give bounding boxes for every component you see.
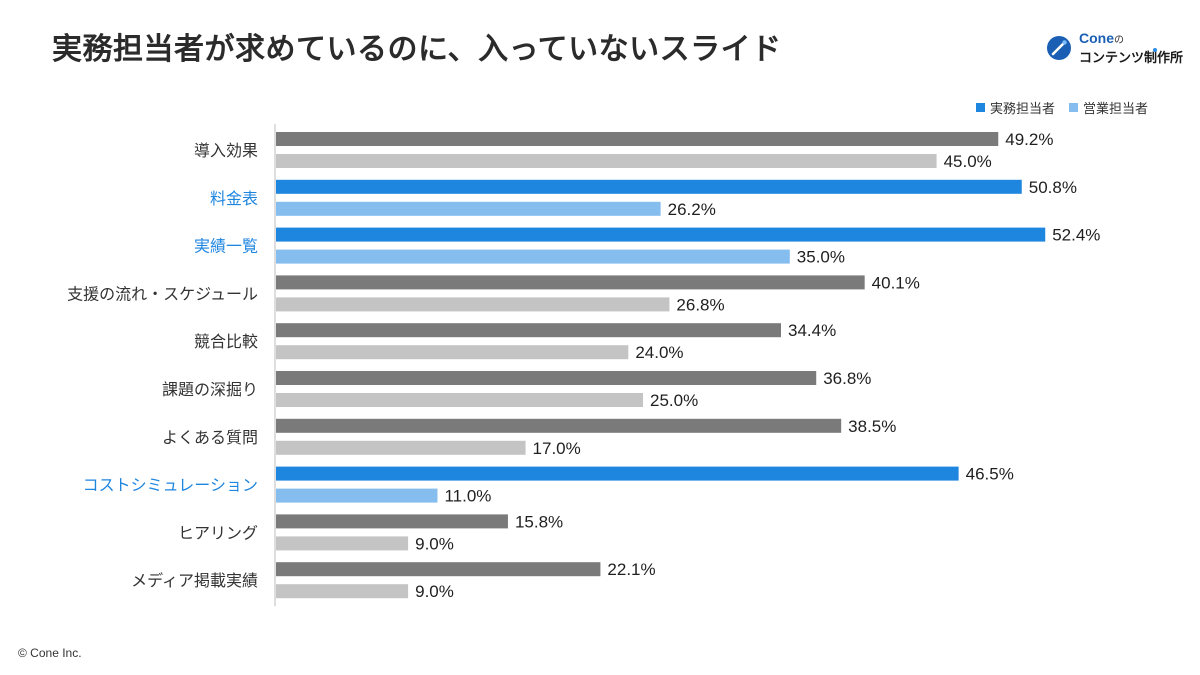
bar-sales <box>276 584 409 599</box>
value-label-sales: 11.0% <box>444 487 491 506</box>
category-label: 支援の流れ・スケジュール <box>67 284 258 303</box>
cone-logo-icon <box>1047 36 1071 60</box>
bar-sales <box>276 201 661 216</box>
bar-practitioner <box>276 275 865 290</box>
copyright-text: © Cone Inc. <box>18 646 82 660</box>
legend-item-practitioner: 実務担当者 <box>975 98 1055 117</box>
bar-sales <box>276 345 629 360</box>
value-label-practitioner: 15.8% <box>515 512 563 531</box>
bar-practitioner <box>276 514 508 529</box>
legend-swatch-sales <box>1068 103 1078 112</box>
category-label: よくある質問 <box>162 428 258 447</box>
bar-practitioner <box>276 562 601 577</box>
bar-practitioner <box>276 179 1022 194</box>
category-label: ヒアリング <box>178 523 258 542</box>
category-label: 導入効果 <box>194 141 258 160</box>
category-label: コストシミュレーション <box>83 476 258 495</box>
bar-sales <box>276 536 409 551</box>
value-label-sales: 26.8% <box>676 295 724 314</box>
bar-sales <box>276 488 438 503</box>
logo-brand-text: Coneの <box>1079 30 1124 46</box>
value-label-practitioner: 22.1% <box>607 560 655 579</box>
bar-sales <box>276 249 790 264</box>
bar-sales <box>276 440 526 455</box>
bar-sales <box>276 393 643 407</box>
value-label-practitioner: 46.5% <box>966 465 1014 484</box>
value-label-practitioner: 52.4% <box>1052 226 1100 245</box>
value-label-sales: 35.0% <box>797 248 845 267</box>
value-label-practitioner: 36.8% <box>823 369 871 388</box>
category-label: 料金表 <box>210 189 258 208</box>
page-title: 実務担当者が求めているのに、入っていないスライド <box>52 32 782 67</box>
legend-item-sales: 営業担当者 <box>1068 98 1148 117</box>
bar-sales <box>276 154 937 168</box>
logo-subtitle: コンテンツ制作所 <box>1079 51 1184 66</box>
value-label-sales: 25.0% <box>650 391 698 410</box>
legend-label-sales: 営業担当者 <box>1082 102 1148 117</box>
logo-accent-dot <box>1153 48 1157 52</box>
legend-label-practitioner: 実務担当者 <box>989 102 1055 117</box>
value-label-sales: 24.0% <box>635 343 683 362</box>
bar-practitioner <box>276 466 959 481</box>
brand-logo: Coneの コンテンツ制作所 <box>1046 30 1183 66</box>
category-label: 課題の深掘り <box>162 380 258 399</box>
bar-practitioner <box>276 227 1046 242</box>
value-label-practitioner: 38.5% <box>848 417 896 436</box>
value-label-practitioner: 34.4% <box>788 321 836 340</box>
bar-practitioner <box>276 323 781 338</box>
value-label-sales: 45.0% <box>944 152 992 171</box>
bar-practitioner <box>276 132 999 146</box>
bar-sales <box>276 297 670 312</box>
bar-practitioner <box>276 418 842 433</box>
legend-swatch-practitioner <box>975 103 985 112</box>
category-label: メディア掲載実績 <box>131 571 258 590</box>
value-label-sales: 9.0% <box>415 582 454 601</box>
value-label-practitioner: 50.8% <box>1029 178 1077 197</box>
chart-legend: 実務担当者 営業担当者 <box>962 98 1148 117</box>
value-label-sales: 17.0% <box>533 439 581 458</box>
value-label-sales: 9.0% <box>415 534 454 553</box>
value-label-practitioner: 49.2% <box>1005 130 1053 149</box>
value-label-practitioner: 40.1% <box>872 273 920 292</box>
value-label-sales: 26.2% <box>668 200 716 219</box>
category-label: 実績一覧 <box>194 237 258 256</box>
category-label: 競合比較 <box>194 332 258 351</box>
bar-practitioner <box>276 371 817 385</box>
